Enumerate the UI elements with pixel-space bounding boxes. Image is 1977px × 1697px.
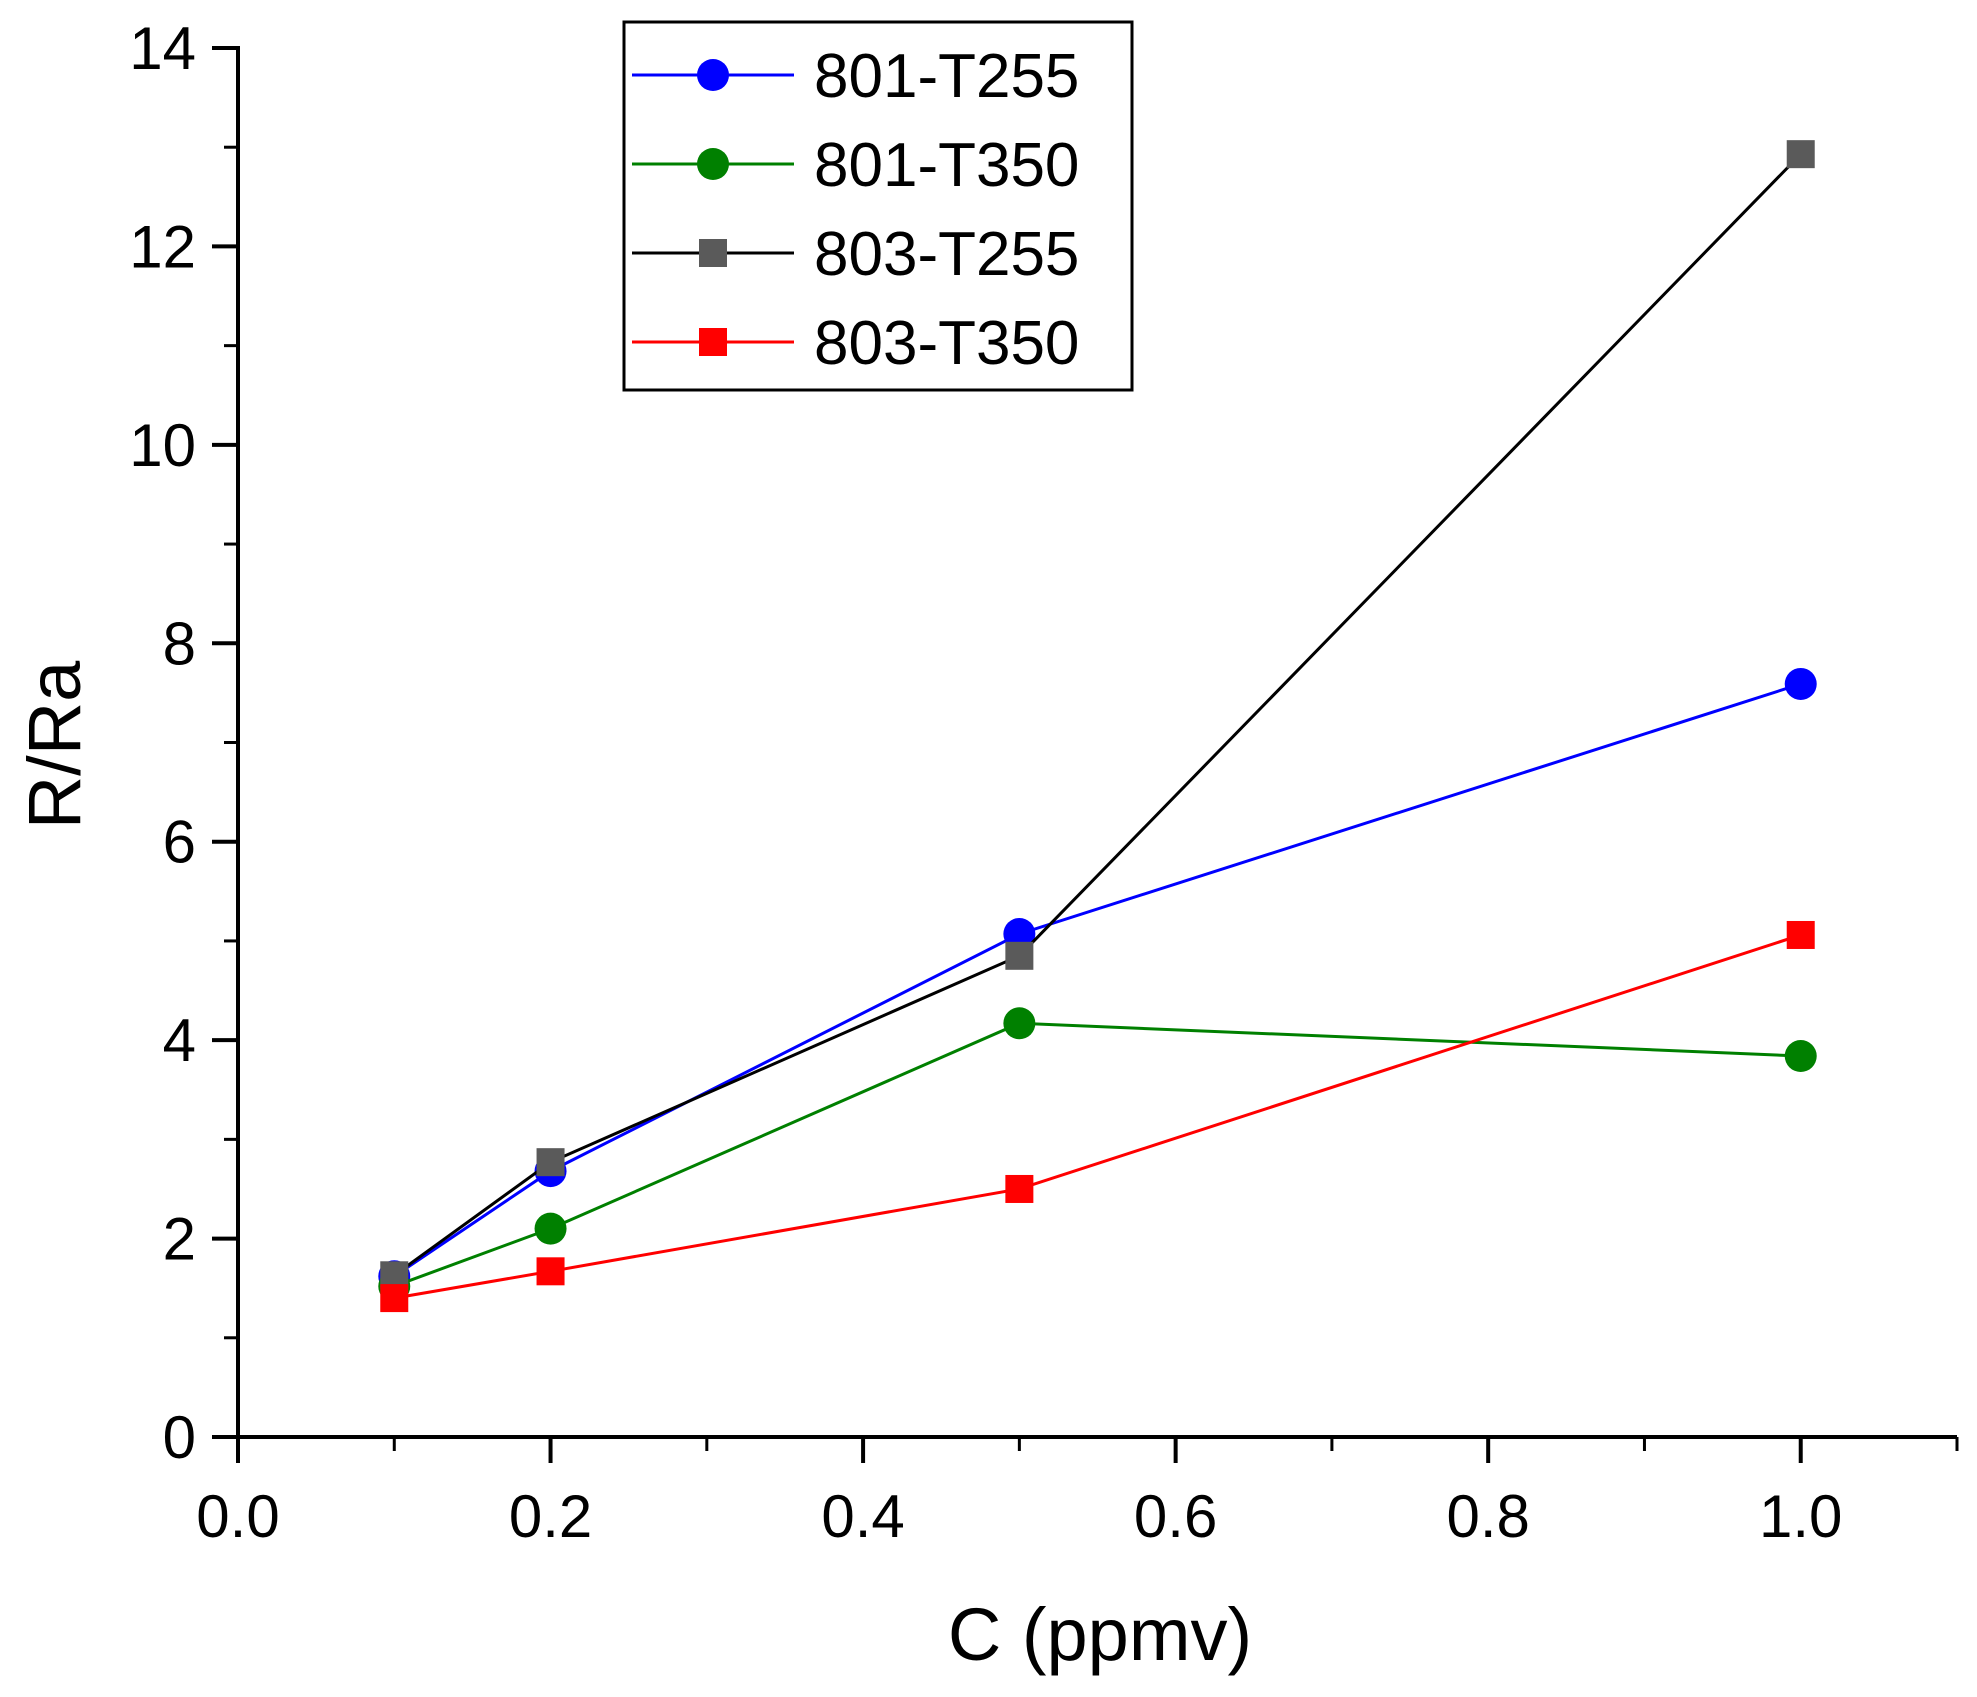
x-tick-label: 0.2 xyxy=(509,1483,592,1550)
legend-entry: 801-T255 xyxy=(632,42,1079,111)
data-point xyxy=(534,1212,567,1245)
legend-marker xyxy=(697,148,729,180)
legend-label: 803-T255 xyxy=(814,220,1079,289)
y-tick-label: 0 xyxy=(163,1404,196,1471)
legend-label: 801-T350 xyxy=(814,131,1079,200)
legend-label: 801-T255 xyxy=(814,42,1079,111)
y-axis-title: R/Ra xyxy=(13,660,96,829)
series-803-T350 xyxy=(380,920,1815,1313)
legend-entry: 803-T255 xyxy=(632,220,1079,289)
legend-marker xyxy=(699,328,727,356)
data-point xyxy=(1786,140,1815,169)
series-layer xyxy=(378,140,1817,1313)
data-point xyxy=(1005,941,1034,970)
legend-marker xyxy=(699,239,727,267)
series-801-T255 xyxy=(378,667,1817,1293)
data-point xyxy=(536,1148,565,1177)
y-tick-label: 8 xyxy=(163,610,196,677)
legend: 801-T255 801-T350 803-T255 803-T350 xyxy=(622,20,1134,392)
data-point xyxy=(1784,1040,1817,1073)
legend-entry: 803-T350 xyxy=(632,309,1079,378)
data-point xyxy=(380,1284,409,1313)
series-line xyxy=(393,1021,1801,1288)
x-axis-title: C (ppmv) xyxy=(948,1593,1252,1676)
series-line xyxy=(393,153,1802,1277)
y-tick-label: 12 xyxy=(129,213,196,280)
data-point xyxy=(536,1257,565,1286)
data-point xyxy=(1786,920,1815,949)
axis-frame xyxy=(236,46,1957,1439)
x-tick-label: 0.4 xyxy=(821,1483,904,1550)
series-801-T350 xyxy=(378,1007,1817,1303)
x-tick-label: 0.8 xyxy=(1446,1483,1529,1550)
axes: 0 2 4 6 8 10 12 14 0.0 0.2 0.4 0.6 0.8 1.0 xyxy=(129,15,1959,1550)
data-point xyxy=(1005,1174,1034,1203)
data-point xyxy=(1003,1007,1036,1040)
x-tick-label: 1.0 xyxy=(1759,1483,1842,1550)
x-tick-label: 0.0 xyxy=(196,1483,279,1550)
x-tick-label: 0.6 xyxy=(1134,1483,1217,1550)
y-tick-label: 14 xyxy=(129,15,196,82)
y-tick-label: 2 xyxy=(163,1206,196,1273)
series-line xyxy=(393,682,1802,1278)
legend-entry: 801-T350 xyxy=(632,131,1079,200)
legend-marker xyxy=(697,59,729,91)
y-tick-label: 4 xyxy=(163,1007,196,1074)
series-line xyxy=(394,933,1802,1300)
y-tick-label: 6 xyxy=(163,809,196,876)
series-803-T255 xyxy=(380,140,1815,1290)
legend-label: 803-T350 xyxy=(814,309,1079,378)
y-tick-label: 10 xyxy=(129,412,196,479)
data-point xyxy=(1784,667,1817,700)
